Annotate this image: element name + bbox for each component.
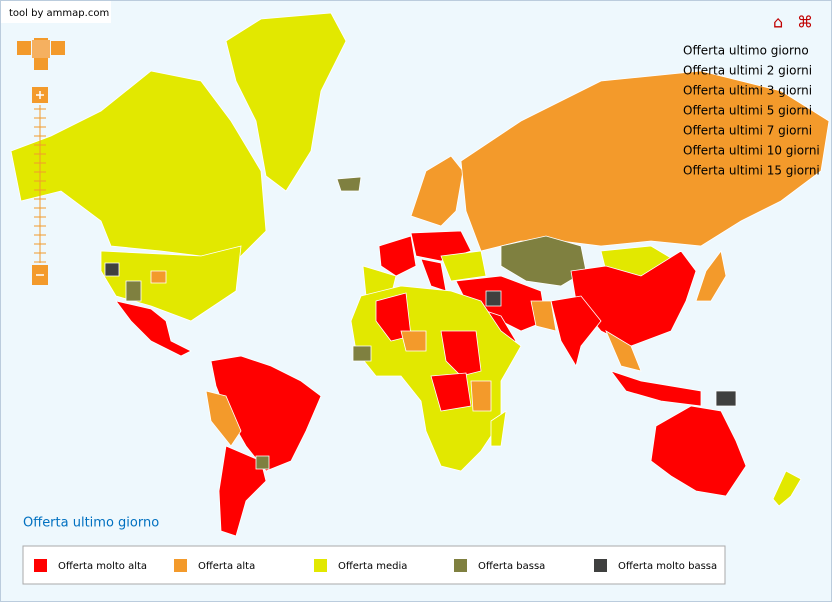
country[interactable] bbox=[10, 70, 267, 262]
legend-swatch bbox=[314, 559, 327, 572]
country[interactable] bbox=[440, 330, 482, 377]
credit[interactable]: tool by ammap.com bbox=[9, 8, 109, 19]
map-title: Offerta ultimo giorno bbox=[23, 516, 159, 531]
zoom-ticks bbox=[34, 108, 46, 263]
legend-swatch bbox=[594, 559, 607, 572]
country[interactable] bbox=[440, 250, 487, 282]
country[interactable] bbox=[530, 300, 557, 332]
pan-right[interactable] bbox=[51, 41, 65, 55]
menu-item[interactable]: Offerta ultimi 7 giorni bbox=[683, 124, 812, 138]
legend-label[interactable]: Offerta alta bbox=[198, 561, 255, 572]
country[interactable] bbox=[650, 405, 747, 497]
legend-label[interactable]: Offerta bassa bbox=[478, 561, 545, 572]
country[interactable] bbox=[420, 258, 447, 292]
country[interactable] bbox=[150, 270, 167, 284]
country[interactable] bbox=[378, 235, 417, 277]
legend-label[interactable]: Offerta molto bassa bbox=[618, 561, 717, 572]
country[interactable] bbox=[336, 176, 362, 192]
country[interactable] bbox=[400, 330, 427, 352]
country[interactable] bbox=[115, 300, 192, 357]
credit-box bbox=[1, 1, 111, 23]
pan-left[interactable] bbox=[17, 41, 31, 55]
menu-item[interactable]: Offerta ultimi 3 giorni bbox=[683, 84, 812, 98]
country[interactable] bbox=[430, 372, 472, 412]
legend: Offerta molto alta Offerta alta Offerta me… bbox=[34, 559, 717, 572]
country[interactable] bbox=[225, 12, 347, 192]
country[interactable] bbox=[715, 390, 737, 407]
icon[interactable]: ⌂ bbox=[773, 13, 783, 32]
country[interactable] bbox=[410, 155, 464, 227]
legend-box bbox=[22, 545, 726, 585]
home-button[interactable] bbox=[32, 40, 50, 58]
country[interactable] bbox=[375, 292, 412, 342]
country[interactable] bbox=[125, 280, 142, 302]
country[interactable] bbox=[255, 455, 270, 470]
menu-item[interactable]: Offerta ultimi 15 giorni bbox=[683, 164, 820, 178]
country[interactable] bbox=[772, 470, 802, 507]
legend-swatch bbox=[454, 559, 467, 572]
legend-label[interactable]: Offerta media bbox=[338, 561, 407, 572]
legend-swatch bbox=[34, 559, 47, 572]
country[interactable] bbox=[205, 390, 242, 447]
country[interactable] bbox=[605, 330, 642, 372]
land bbox=[10, 12, 830, 537]
menu-item[interactable]: Offerta ultimo giorno bbox=[683, 44, 809, 58]
country[interactable] bbox=[485, 290, 502, 307]
country[interactable] bbox=[100, 245, 242, 322]
country[interactable] bbox=[104, 262, 120, 277]
country[interactable] bbox=[550, 295, 602, 368]
menu: Offerta ultimo giorno Offerta ultimi 2 gi… bbox=[683, 44, 820, 178]
zoom-control bbox=[17, 38, 65, 285]
pan-down[interactable] bbox=[34, 56, 48, 70]
country[interactable] bbox=[609, 370, 702, 407]
menu-item[interactable]: Offerta ultimi 5 giorni bbox=[683, 104, 812, 118]
icon[interactable]: ⌘ bbox=[797, 13, 813, 32]
menu-item[interactable]: Offerta ultimi 2 giorni bbox=[683, 64, 812, 78]
legend-label[interactable]: Offerta molto alta bbox=[58, 561, 147, 572]
country[interactable] bbox=[470, 380, 492, 412]
country[interactable] bbox=[460, 70, 830, 252]
country[interactable] bbox=[352, 345, 372, 362]
menu-item[interactable]: Offerta ultimi 10 giorni bbox=[683, 144, 820, 158]
legend-swatch bbox=[174, 559, 187, 572]
country[interactable] bbox=[695, 250, 727, 302]
country[interactable] bbox=[490, 410, 507, 447]
